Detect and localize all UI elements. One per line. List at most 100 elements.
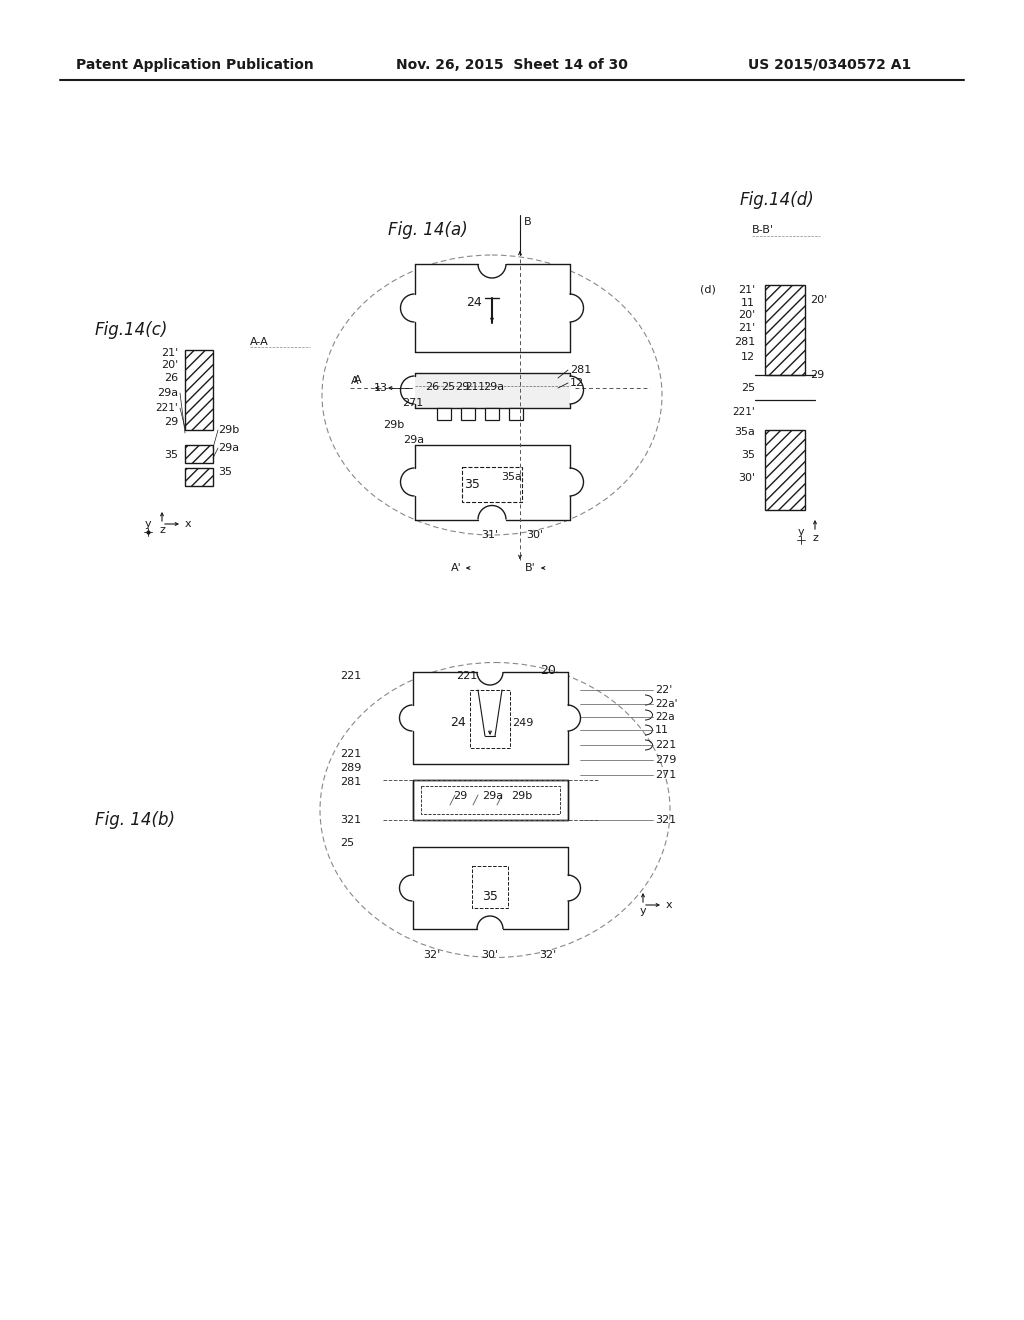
Text: 13: 13 <box>374 383 388 393</box>
Text: 25: 25 <box>741 383 755 393</box>
Text: Patent Application Publication: Patent Application Publication <box>76 58 314 73</box>
Text: 281: 281 <box>570 366 591 375</box>
Text: 289: 289 <box>340 763 361 774</box>
Text: 11: 11 <box>655 725 669 735</box>
Text: 29: 29 <box>453 791 467 801</box>
Text: 29b: 29b <box>511 791 532 801</box>
Text: Fig.14(d): Fig.14(d) <box>740 191 815 209</box>
Bar <box>509 408 523 420</box>
Text: 20': 20' <box>737 310 755 319</box>
Text: x: x <box>184 519 191 529</box>
Text: 11: 11 <box>741 298 755 308</box>
Text: Fig. 14(b): Fig. 14(b) <box>95 810 175 829</box>
Text: 221: 221 <box>340 748 361 759</box>
Text: 221': 221' <box>156 403 178 413</box>
Text: 211': 211' <box>466 381 488 392</box>
Bar <box>413 672 567 764</box>
Text: 24: 24 <box>466 297 482 309</box>
Text: y: y <box>798 527 804 537</box>
Text: 25: 25 <box>441 381 455 392</box>
Text: y: y <box>144 519 152 529</box>
Text: 20: 20 <box>540 664 556 676</box>
Text: 32': 32' <box>540 950 557 960</box>
Bar <box>765 430 805 510</box>
Text: 20': 20' <box>161 360 178 370</box>
Text: 30': 30' <box>738 473 755 483</box>
Bar <box>461 408 475 420</box>
Text: 221': 221' <box>732 407 755 417</box>
Text: A': A' <box>451 564 462 573</box>
Text: 26: 26 <box>164 374 178 383</box>
Text: 321: 321 <box>655 814 676 825</box>
Text: 249: 249 <box>512 718 534 729</box>
Text: 21': 21' <box>161 348 178 358</box>
Bar <box>185 445 213 463</box>
Text: 35a: 35a <box>502 473 522 482</box>
Bar <box>413 847 567 929</box>
Text: 271: 271 <box>655 770 676 780</box>
Text: 22a: 22a <box>655 711 675 722</box>
Bar <box>485 408 499 420</box>
Text: 29a: 29a <box>403 436 425 445</box>
Bar <box>185 469 213 486</box>
Text: Nov. 26, 2015  Sheet 14 of 30: Nov. 26, 2015 Sheet 14 of 30 <box>396 58 628 73</box>
Bar <box>765 285 805 375</box>
Text: y: y <box>640 906 646 916</box>
Text: 30': 30' <box>526 531 544 540</box>
Bar <box>462 467 522 502</box>
Text: 35: 35 <box>741 450 755 459</box>
Text: B': B' <box>524 564 536 573</box>
Text: 29b: 29b <box>383 420 404 430</box>
Text: 221: 221 <box>340 671 361 681</box>
Text: 29: 29 <box>164 417 178 426</box>
Text: A-A: A-A <box>250 337 268 347</box>
Text: 29a: 29a <box>482 791 504 801</box>
Text: Fig. 14(a): Fig. 14(a) <box>388 220 468 239</box>
Bar <box>421 785 559 814</box>
Text: 271: 271 <box>401 399 423 408</box>
Text: 35: 35 <box>482 890 498 903</box>
Text: 29a: 29a <box>483 381 505 392</box>
Text: 12: 12 <box>570 378 584 388</box>
Text: z: z <box>812 533 818 543</box>
Text: 29a: 29a <box>157 388 178 399</box>
Text: 221: 221 <box>655 741 676 750</box>
Text: 29b: 29b <box>218 425 240 436</box>
Text: 281: 281 <box>340 777 361 787</box>
Text: US 2015/0340572 A1: US 2015/0340572 A1 <box>749 58 911 73</box>
Text: 32': 32' <box>423 950 440 960</box>
Text: 35: 35 <box>164 450 178 459</box>
Bar <box>185 350 213 430</box>
Text: 35: 35 <box>464 478 480 491</box>
Bar <box>415 264 569 352</box>
Text: 35a: 35a <box>734 426 755 437</box>
Text: 281: 281 <box>734 337 755 347</box>
Text: 221: 221 <box>457 671 477 681</box>
Bar <box>413 780 567 820</box>
Text: 31': 31' <box>481 531 499 540</box>
Bar <box>437 408 451 420</box>
Text: 29: 29 <box>455 381 469 392</box>
Text: Fig.14(c): Fig.14(c) <box>95 321 168 339</box>
Text: B-B': B-B' <box>752 224 774 235</box>
Text: 21': 21' <box>737 323 755 333</box>
Bar <box>472 866 508 908</box>
Text: 21': 21' <box>737 285 755 294</box>
Bar <box>470 690 510 748</box>
Text: 25: 25 <box>340 838 354 847</box>
Text: 22': 22' <box>655 685 673 696</box>
Text: 279: 279 <box>655 755 677 766</box>
Text: A: A <box>354 375 361 385</box>
Text: 20': 20' <box>810 294 827 305</box>
Text: A: A <box>351 376 358 385</box>
Text: 35: 35 <box>218 467 232 477</box>
Text: 12: 12 <box>741 352 755 362</box>
Text: 29a: 29a <box>218 444 240 453</box>
Text: 321: 321 <box>340 814 361 825</box>
Bar <box>415 372 569 408</box>
Text: 24: 24 <box>451 717 466 730</box>
Text: 29: 29 <box>810 370 824 380</box>
Text: B: B <box>524 216 531 227</box>
Text: (d): (d) <box>700 285 716 294</box>
Text: 26: 26 <box>425 381 439 392</box>
